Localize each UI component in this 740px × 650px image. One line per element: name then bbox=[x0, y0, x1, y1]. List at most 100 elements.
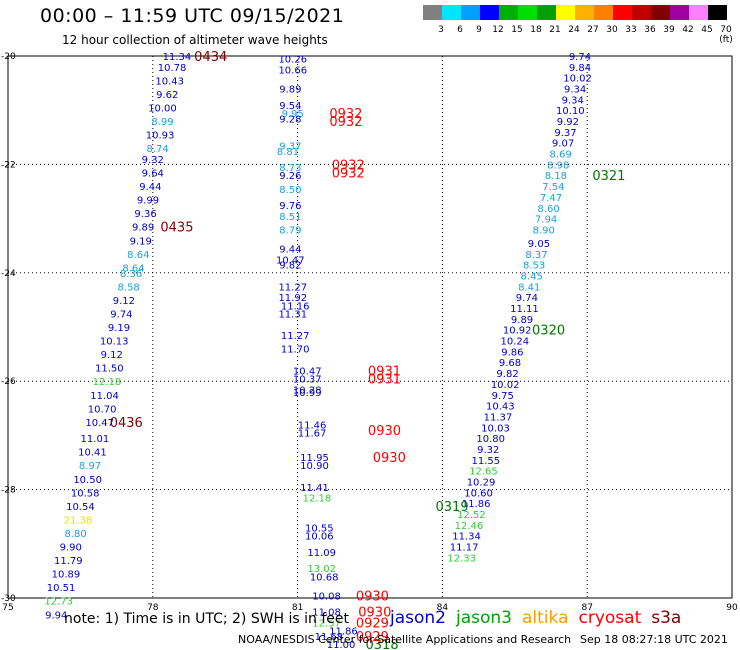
wave-height-label: 10.92 bbox=[503, 326, 532, 337]
wave-height-label: 9.64 bbox=[142, 169, 164, 180]
wave-height-label: 9.99 bbox=[137, 196, 159, 207]
wave-height-label: 11.37 bbox=[484, 412, 513, 423]
wave-height-label: 11.67 bbox=[298, 429, 327, 440]
wave-height-label: 8.99 bbox=[151, 117, 173, 128]
wave-height-label: 12.18 bbox=[93, 377, 122, 388]
legend-label: 30 bbox=[606, 25, 618, 35]
wave-height-label: 11.86 bbox=[462, 499, 491, 510]
wave-height-label: 11.04 bbox=[90, 391, 119, 402]
wave-height-label: 11.79 bbox=[54, 556, 83, 567]
pass-time-label: 0932 bbox=[329, 107, 362, 122]
wave-height-label: 21.38 bbox=[64, 515, 93, 526]
wave-height-label: 10.54 bbox=[66, 502, 95, 513]
wave-height-label: 11.92 bbox=[278, 293, 307, 304]
wave-height-label: 9.37 bbox=[279, 141, 301, 152]
latitude-tick-label: -22 bbox=[1, 160, 16, 170]
pass-time-label: 0932 bbox=[332, 167, 365, 182]
wave-height-label: 10.90 bbox=[300, 461, 329, 472]
wave-height-label: 12.33 bbox=[447, 553, 476, 564]
wave-height-label: 11.11 bbox=[510, 304, 539, 315]
wave-height-label: 8.58 bbox=[118, 282, 140, 293]
pass-time-label: 0932 bbox=[332, 158, 365, 173]
wave-height-label: 12.73 bbox=[44, 597, 73, 608]
latitude-tick-label: -24 bbox=[1, 269, 16, 279]
satellite-legend-item: altika bbox=[522, 608, 569, 628]
legend-swatch bbox=[499, 5, 518, 20]
wave-height-label: 10.08 bbox=[312, 591, 341, 602]
legend-label: 6 bbox=[457, 25, 463, 35]
wave-height-label: 9.19 bbox=[108, 323, 130, 334]
satellite-legend-item: jason2 bbox=[390, 608, 446, 628]
wave-height-label: 9.82 bbox=[496, 369, 518, 380]
pass-time-label: 0321 bbox=[592, 169, 625, 184]
wave-height-label: 8.74 bbox=[146, 144, 168, 155]
generation-timestamp: Sep 18 08:27:18 UTC 2021 bbox=[580, 633, 728, 646]
wave-height-label: 8.81 bbox=[277, 147, 299, 158]
pass-time-label: 0929 bbox=[356, 630, 389, 645]
wave-height-label: 9.36 bbox=[134, 209, 156, 220]
pass-time-label: 0930 bbox=[358, 606, 391, 621]
wave-height-label: 9.26 bbox=[279, 171, 301, 182]
pass-time-label: 0436 bbox=[110, 416, 143, 431]
legend-label: 70 (ft) bbox=[719, 25, 733, 45]
latitude-tick-label: -30 bbox=[1, 594, 16, 604]
wave-height-label: 12.57 bbox=[312, 618, 341, 629]
wave-height-label: 11.34 bbox=[163, 52, 192, 63]
pass-time-label: 0319 bbox=[436, 500, 469, 515]
legend-swatch bbox=[575, 5, 594, 20]
wave-height-label: 10.78 bbox=[158, 63, 187, 74]
wave-height-label: 9.62 bbox=[156, 90, 178, 101]
pass-time-label: 0931 bbox=[368, 364, 401, 379]
wave-height-label: 9.28 bbox=[279, 114, 301, 125]
legend-label: 12 bbox=[492, 25, 504, 35]
pass-time-label: 0930 bbox=[368, 424, 401, 439]
wave-height-label: 9.74 bbox=[569, 52, 591, 63]
wave-height-label: 10.41 bbox=[78, 448, 107, 459]
wave-height-label: 11.41 bbox=[300, 483, 329, 494]
satellite-legend-item: jason3 bbox=[456, 608, 512, 628]
wave-height-label: 10.47 bbox=[276, 255, 305, 266]
wave-height-label: 10.13 bbox=[100, 337, 129, 348]
wave-height-label: 9.95 bbox=[282, 109, 304, 120]
legend-label: 27 bbox=[587, 25, 599, 35]
wave-height-label: 8.60 bbox=[537, 204, 559, 215]
wave-height-label: 11.01 bbox=[81, 434, 110, 445]
wave-height-label: 11.09 bbox=[307, 548, 336, 559]
wave-height-label: 10.70 bbox=[88, 404, 117, 415]
map-frame bbox=[7, 55, 733, 599]
wave-height-label: 12.46 bbox=[455, 521, 484, 532]
wave-height-label: 9.94 bbox=[45, 610, 67, 621]
wave-height-label: 10.47 bbox=[293, 366, 322, 377]
wave-height-label: 9.84 bbox=[569, 63, 591, 74]
wave-height-label: 8.41 bbox=[518, 282, 540, 293]
legend-label: 18 bbox=[530, 25, 542, 35]
pass-time-label: 0434 bbox=[194, 50, 227, 65]
pass-time-label: 0929 bbox=[356, 616, 389, 631]
legend-swatch bbox=[461, 5, 480, 20]
wave-height-label: 10.00 bbox=[148, 103, 177, 114]
wave-height-label: 11.50 bbox=[95, 364, 124, 375]
latitude-tick-label: -28 bbox=[1, 486, 16, 496]
wave-height-label: 8.51 bbox=[279, 212, 301, 223]
wave-height-label: 9.32 bbox=[142, 155, 164, 166]
wave-height-label: 11.86 bbox=[329, 627, 358, 638]
wave-height-label: 11.27 bbox=[281, 331, 310, 342]
wave-height-label: 11.68 bbox=[315, 632, 344, 643]
wave-height-label: 10.99 bbox=[293, 388, 322, 399]
wave-height-label: 10.29 bbox=[467, 477, 496, 488]
wave-height-label: 10.24 bbox=[500, 337, 529, 348]
longitude-tick-label: 78 bbox=[147, 603, 159, 613]
longitude-tick-label: 75 bbox=[2, 603, 13, 613]
legend-swatch bbox=[556, 5, 575, 20]
wave-height-label: 9.74 bbox=[110, 309, 132, 320]
wave-height-label: 11.55 bbox=[472, 456, 501, 467]
wave-height-label: 9.32 bbox=[477, 445, 499, 456]
pass-time-label: 0435 bbox=[160, 221, 193, 236]
legend-label: 15 bbox=[511, 25, 523, 35]
wave-height-label: 11.31 bbox=[278, 309, 307, 320]
wave-height-label: 10.06 bbox=[305, 532, 334, 543]
wave-height-label: 10.26 bbox=[278, 55, 307, 66]
wave-height-label: 8.18 bbox=[545, 171, 567, 182]
legend-swatch bbox=[689, 5, 708, 20]
